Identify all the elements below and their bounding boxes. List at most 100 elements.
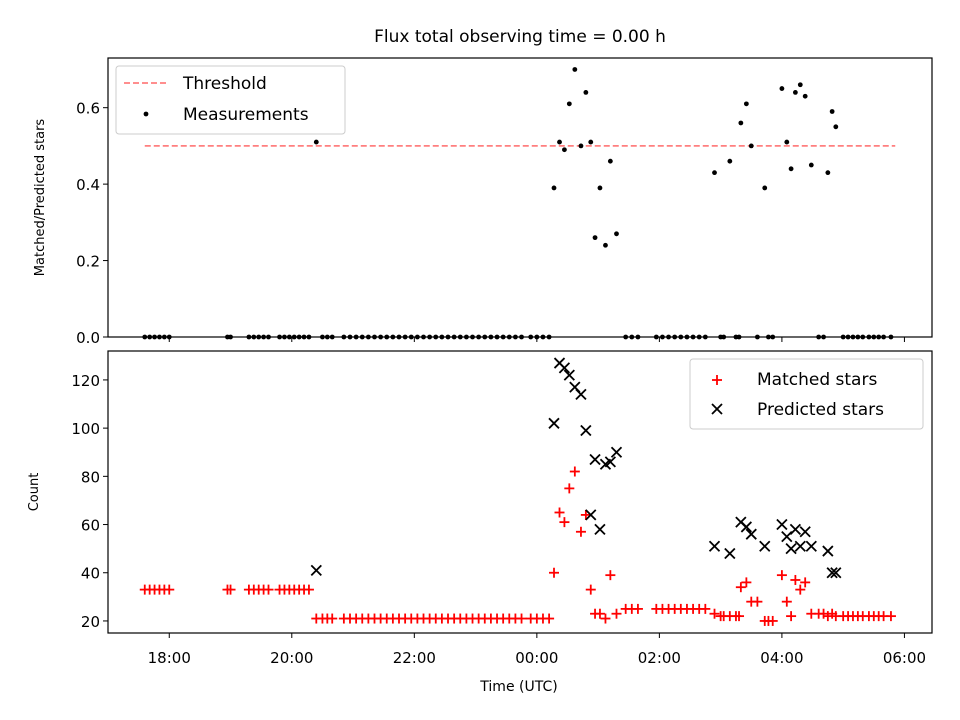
predicted-star-stroke-b — [724, 547, 736, 560]
measurement-point — [597, 185, 603, 191]
measurement-point — [653, 334, 659, 340]
measurement-point — [445, 334, 451, 340]
measurement-point — [770, 334, 776, 340]
measurement-point — [855, 334, 861, 340]
measurement-point — [421, 334, 426, 340]
predicted-star-point — [745, 528, 757, 540]
measurement-point — [779, 86, 785, 91]
predicted-star-point — [830, 567, 842, 579]
measurement-point — [261, 334, 267, 340]
matched-star-point — [569, 466, 580, 477]
count-panel-frame — [107, 350, 933, 634]
predicted-star-stroke-b — [789, 523, 802, 535]
predicted-star-stroke-b — [776, 518, 788, 531]
predicted-star-stroke-b — [563, 369, 575, 381]
measurement-point — [566, 101, 572, 107]
matched-star-point — [263, 584, 274, 595]
x-axis-label: Time (UTC) — [479, 679, 557, 695]
predicted-star-point — [781, 530, 793, 543]
measurement-point — [152, 334, 157, 340]
measurement-point — [402, 334, 408, 340]
threshold-legend-label: Threshold — [182, 74, 267, 94]
measurement-point — [562, 147, 567, 153]
measurement-point — [784, 139, 790, 145]
matched-star-point — [549, 567, 560, 578]
measurement-point — [792, 89, 798, 95]
measurement-point — [147, 334, 153, 340]
predicted-star-point — [759, 540, 771, 552]
y-tick-label: 100 — [71, 420, 100, 438]
measurement-point — [629, 334, 635, 340]
measurement-point — [888, 334, 894, 340]
ratio-panel: Matched/Predicted stars 0.0 0.2 0.4 0.6 Thr… — [33, 57, 933, 347]
predicted-star-stroke-b — [310, 564, 322, 576]
matched-star-point — [164, 584, 175, 595]
matched-star-point — [327, 613, 338, 624]
matched-star-point — [580, 509, 591, 520]
measurement-point — [320, 334, 325, 340]
measurement-point — [347, 334, 353, 340]
measurement-point — [876, 334, 882, 340]
measurement-point — [286, 334, 292, 340]
predicted-star-point — [558, 362, 571, 374]
y-tick-label: 0.0 — [76, 329, 100, 347]
predicted-star-stroke-b — [805, 540, 817, 552]
ratio-legend-box — [115, 65, 346, 135]
measurement-point — [607, 158, 613, 164]
predicted-star-point — [799, 526, 811, 538]
measurement-point — [821, 334, 826, 340]
predicted-star-stroke-b — [740, 521, 753, 533]
predicted-star-stroke-b — [594, 523, 606, 535]
count-legend-box — [689, 358, 924, 430]
matched-star-point — [554, 507, 565, 518]
predicted-star-stroke-b — [589, 453, 601, 466]
measurement-point — [157, 334, 162, 340]
measurement-point — [802, 93, 808, 99]
ratio-y-axis-label: Matched/Predicted stars — [33, 119, 48, 277]
measurement-point — [748, 143, 754, 149]
y-tick-label: 0.4 — [76, 176, 100, 194]
measurement-point — [500, 334, 506, 340]
matched-star-point — [559, 517, 570, 528]
matched-star-point — [575, 526, 586, 537]
predicted-star-stroke-b — [558, 362, 571, 374]
measurement-point — [721, 334, 727, 340]
measurement-points — [142, 67, 894, 340]
count-panel: Count 20 40 60 80 100 120 18:00 20:00 22:00 00:0… — [27, 350, 933, 695]
ratio-x-ticks — [168, 337, 905, 342]
measurement-point — [551, 185, 557, 191]
measurement-point — [736, 334, 742, 340]
predicted-star-stroke-b — [548, 417, 560, 429]
chart-title: Flux total observing time = 0.00 h — [374, 27, 666, 47]
measurement-point — [482, 334, 488, 340]
measurement-point — [246, 334, 252, 340]
measurement-point — [546, 334, 552, 340]
measurement-point — [396, 334, 402, 340]
measurement-point — [766, 334, 771, 340]
predicted-star-point — [708, 540, 721, 552]
matched-star-point — [800, 577, 811, 588]
measurement-point — [816, 334, 822, 340]
measurement-point — [850, 334, 856, 340]
measurement-point — [583, 89, 589, 95]
measurement-point — [808, 162, 814, 168]
measurements-legend-label: Measurements — [183, 105, 309, 125]
measurement-point — [712, 170, 717, 176]
measurement-point — [788, 166, 794, 172]
matched-star-point — [516, 613, 527, 624]
measurement-point — [228, 334, 233, 340]
predicted-star-point — [563, 369, 575, 381]
matched-star-point — [786, 611, 797, 622]
measurement-point — [614, 231, 619, 237]
predicted-star-point — [776, 518, 788, 531]
matched-star-point — [752, 596, 763, 607]
measurement-point — [372, 334, 377, 340]
measurement-point — [296, 334, 302, 340]
y-tick-label: 0.6 — [76, 100, 100, 118]
measurement-point — [672, 334, 678, 340]
measurement-point — [282, 334, 287, 340]
predicted-star-stroke-b — [604, 456, 617, 468]
predicted-star-stroke-b — [735, 516, 747, 528]
measurement-point — [727, 158, 733, 164]
matched-star-point — [885, 611, 896, 622]
